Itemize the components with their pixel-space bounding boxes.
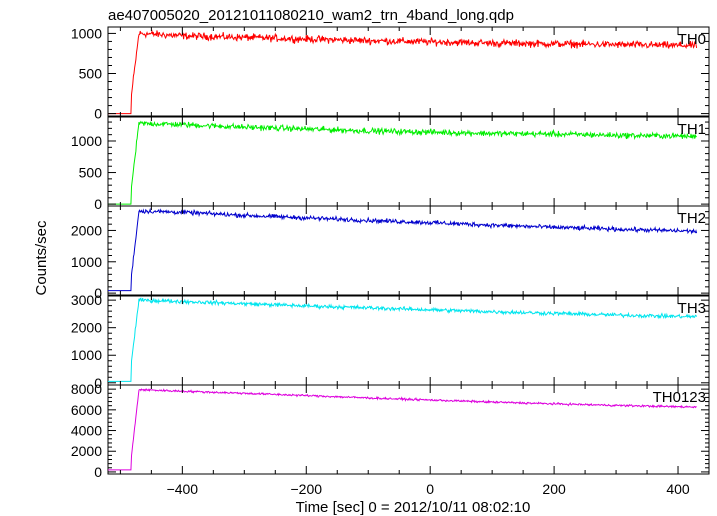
series-line-th0 [108,29,698,115]
series-line-th2 [108,207,698,292]
y-tick-label: 1000 [71,254,102,270]
y-tick-label: 8000 [71,381,102,397]
x-tick-label: 200 [542,481,566,497]
x-tick-label: 0 [426,481,434,497]
y-tick-label: 0 [94,375,102,391]
x-tick-label: −200 [290,481,322,497]
y-tick-label: 0 [94,196,102,212]
y-axis-label: Counts/sec [33,220,50,296]
y-tick-label: 3000 [71,292,102,308]
series-label-th0: TH0 [678,31,706,48]
panel-frame [107,26,710,117]
y-tick-label: 0 [94,285,102,301]
y-tick-label: 4000 [71,423,102,439]
y-tick-label: 2000 [71,443,102,459]
y-tick-label: 500 [79,66,103,82]
panel-frame [107,205,710,296]
x-axis-label: Time [sec] 0 = 2012/10/11 08:02:10 [296,499,531,516]
series-line-th3 [108,297,698,382]
x-tick-label: −400 [167,481,199,497]
panel-th0: 0 500 1000 TH0 [71,25,710,122]
y-tick-label: 1000 [71,347,102,363]
series-label-th0123: TH0123 [653,389,706,406]
y-tick-label: 6000 [71,402,102,418]
series-line-th0123 [108,388,697,471]
y-tick-label: 2000 [71,222,102,238]
y-tick-label: 1000 [71,133,102,149]
series-label-th2: TH2 [678,210,706,227]
y-tick-label: 2000 [71,320,102,336]
series-label-th3: TH3 [678,300,706,317]
panel-th0123: 0 2000 4000 6000 8000 TH0123 [71,381,710,480]
chart-title: ae407005020_20121011080210_wam2_trn_4ban… [108,7,514,24]
y-tick-label: 500 [79,165,103,181]
x-tick-label: 400 [666,481,690,497]
panel-th1: 0 500 1000 TH1 [71,116,710,212]
series-line-th1 [108,120,697,205]
panel-th2: 0 1000 2000 TH2 [71,205,710,301]
panel-th3: 0 1000 2000 3000 TH3 [71,292,710,391]
y-tick-label: 1000 [71,25,102,41]
panel-frame [107,384,710,475]
series-label-th1: TH1 [678,121,706,138]
y-tick-label: 0 [94,464,102,480]
y-tick-label: 0 [94,106,102,122]
